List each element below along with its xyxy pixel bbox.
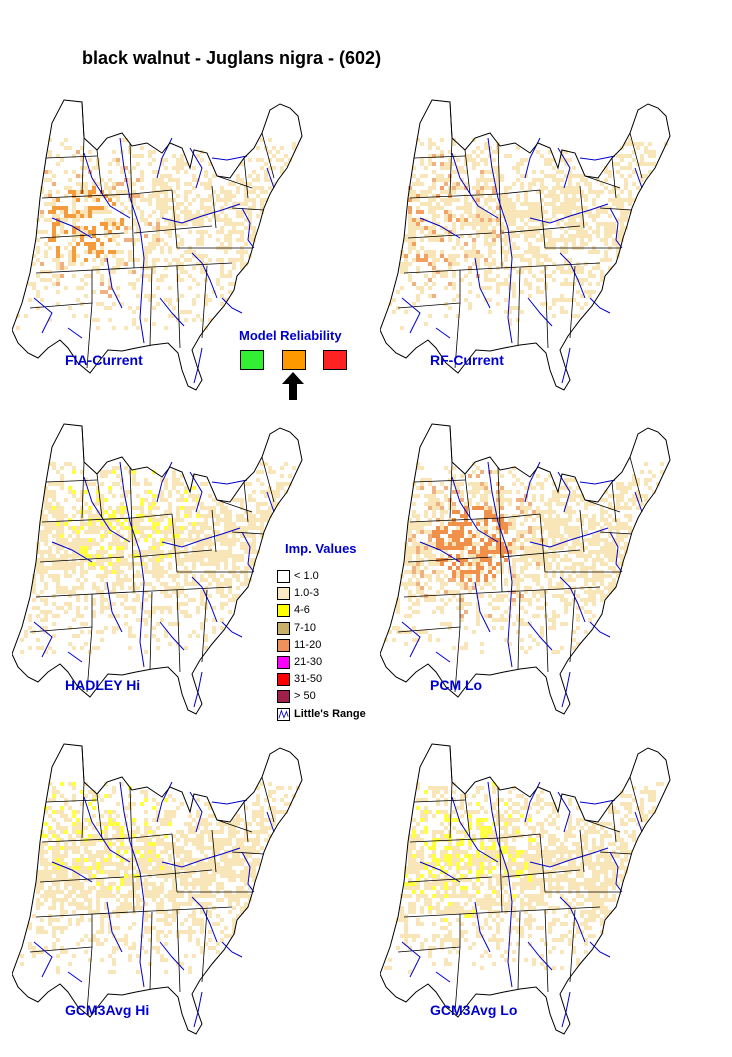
littles-range-lines (401, 781, 643, 1028)
map-label-hadley-hi: HADLEY Hi (65, 677, 141, 693)
country-outline (380, 423, 671, 715)
map-label-rf-current: RF-Current (430, 352, 504, 368)
importance-raster (384, 782, 664, 974)
state-boundaries (397, 101, 643, 369)
map-label-gcm3avg-lo: GCM3Avg Lo (430, 1002, 518, 1018)
importance-raster (384, 462, 664, 654)
legend-swatch (277, 587, 290, 601)
model-reliability-title: Model Reliability (239, 328, 342, 343)
map-rf-current (380, 98, 700, 398)
map-canvas (380, 99, 671, 391)
map-pcm-lo (380, 422, 700, 722)
country-outline (380, 99, 671, 391)
country-outline (380, 743, 671, 1035)
reliability-swatch-low (323, 350, 347, 370)
legend-swatch (277, 638, 290, 652)
legend-swatch (277, 604, 290, 618)
reliability-swatch-medium (282, 350, 306, 370)
importance-raster (16, 138, 296, 330)
legend-label: < 1.0 (294, 570, 319, 582)
littles-range-lines (401, 461, 643, 708)
importance-raster (20, 462, 296, 654)
map-label-pcm-lo: PCM Lo (430, 677, 483, 693)
up-arrow-icon (282, 372, 304, 405)
map-canvas (380, 423, 671, 715)
legend-swatch (277, 621, 290, 635)
country-outline (12, 423, 303, 715)
legend-range-label: Little's Range (294, 708, 366, 720)
map-canvas (12, 99, 303, 391)
legend-swatch (277, 570, 290, 583)
legend-label: 11-20 (294, 638, 322, 651)
legend-label: 21-30 (294, 656, 323, 668)
map-fia-current (12, 98, 332, 398)
legend-swatch (277, 656, 290, 669)
legend-swatch (277, 690, 290, 704)
state-boundaries (397, 425, 643, 693)
legend-label: > 50 (294, 690, 316, 703)
map-hadley-hi (12, 422, 332, 722)
legend-label: 1.0-3 (294, 587, 320, 600)
map-gcm3avg-hi (12, 742, 332, 1042)
map-gcm3avg-lo (380, 742, 700, 1042)
map-canvas (12, 743, 303, 1035)
reliability-swatch-high (240, 350, 264, 370)
map-label-fia-current: FIA-Current (65, 352, 143, 368)
legend-label: 4-6 (294, 604, 310, 617)
littles-range-lines (33, 461, 275, 708)
range-line-icon (277, 708, 290, 721)
legend-swatch (277, 673, 290, 687)
map-canvas (380, 743, 671, 1035)
page-title: black walnut - Juglans nigra - (602) (82, 48, 382, 68)
map-canvas (12, 423, 303, 715)
littles-range-lines (33, 137, 275, 384)
littles-range-lines (33, 781, 275, 1028)
legend-label: 31-50 (294, 673, 323, 686)
country-outline (12, 99, 303, 391)
map-label-gcm3avg-hi: GCM3Avg Hi (65, 1002, 150, 1018)
legend-title: Imp. Values (285, 541, 357, 556)
legend-label: 7-10 (294, 621, 317, 634)
state-boundaries (397, 745, 643, 1013)
country-outline (12, 743, 303, 1035)
state-boundaries (29, 425, 275, 693)
